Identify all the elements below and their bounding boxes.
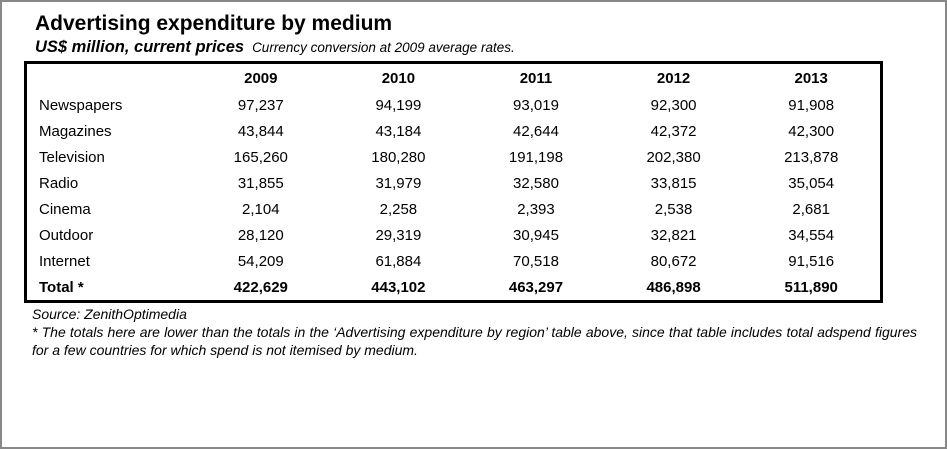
value-cell: 91,908 (788, 96, 835, 114)
total-value-cell: 486,898 (646, 278, 701, 296)
total-value-cell: 422,629 (233, 278, 288, 296)
table-row: Outdoor 28,120 29,319 30,945 32,821 34,5… (27, 222, 880, 248)
year-header: 2013 (794, 69, 828, 87)
value-cell: 92,300 (650, 96, 697, 114)
source-line: Source: ZenithOptimedia (32, 306, 187, 322)
table-row: Television 165,260 180,280 191,198 202,3… (27, 144, 880, 170)
medium-label: Outdoor (39, 226, 94, 244)
value-cell: 33,815 (650, 174, 697, 192)
value-cell: 32,580 (513, 174, 559, 192)
value-cell: 2,104 (242, 200, 280, 218)
value-cell: 97,237 (237, 96, 284, 114)
page-title: Advertising expenditure by medium (35, 12, 393, 35)
value-cell: 43,184 (375, 122, 422, 140)
value-cell: 70,518 (513, 252, 559, 270)
value-cell: 202,380 (646, 148, 701, 166)
value-cell: 80,672 (650, 252, 697, 270)
year-header: 2009 (244, 69, 278, 87)
value-cell: 165,260 (233, 148, 288, 166)
expenditure-table-border: 2009 2010 2011 2012 2013 Newspapers 97,2… (24, 61, 883, 303)
table-row: Internet 54,209 61,884 70,518 80,672 91,… (27, 248, 880, 274)
total-value-cell: 463,297 (508, 278, 564, 296)
year-header-row: 2009 2010 2011 2012 2013 (27, 64, 880, 92)
medium-label: Internet (39, 252, 90, 270)
footnote-text: * The totals here are lower than the tot… (32, 324, 917, 358)
subtitle-line: US$ million, current prices Currency con… (35, 38, 945, 57)
value-cell: 31,979 (375, 174, 422, 192)
value-cell: 35,054 (788, 174, 835, 192)
total-value-cell: 443,102 (371, 278, 426, 296)
year-header: 2012 (656, 69, 691, 87)
value-cell: 91,516 (788, 252, 835, 270)
medium-label: Cinema (39, 200, 91, 218)
year-header: 2011 (519, 69, 553, 87)
units-subtitle: US$ million, current prices (35, 38, 245, 56)
table-row: Magazines 43,844 43,184 42,644 42,372 42… (27, 118, 880, 144)
value-cell: 28,120 (237, 226, 284, 244)
value-cell: 34,554 (788, 226, 835, 244)
value-cell: 42,644 (513, 122, 559, 140)
value-cell: 191,198 (508, 148, 564, 166)
value-cell: 42,372 (650, 122, 697, 140)
value-cell: 2,538 (654, 200, 693, 218)
medium-label: Magazines (39, 122, 112, 140)
medium-label: Radio (39, 174, 79, 192)
value-cell: 32,821 (650, 226, 697, 244)
value-cell: 2,393 (517, 200, 555, 218)
total-value-cell: 511,890 (784, 278, 838, 296)
value-cell: 180,280 (371, 148, 426, 166)
value-cell: 94,199 (375, 96, 422, 114)
currency-note: Currency conversion at 2009 average rate… (252, 40, 515, 55)
value-cell: 31,855 (237, 174, 284, 192)
value-cell: 43,844 (237, 122, 284, 140)
table-row: Cinema 2,104 2,258 2,393 2,538 2,681 (27, 196, 880, 222)
value-cell: 93,019 (513, 96, 559, 114)
value-cell: 29,319 (375, 226, 422, 244)
year-header: 2010 (381, 69, 416, 87)
total-label: Total * (39, 278, 84, 296)
expenditure-table: 2009 2010 2011 2012 2013 Newspapers 97,2… (27, 64, 880, 300)
value-cell: 213,878 (784, 148, 839, 166)
value-cell: 61,884 (375, 252, 422, 270)
value-cell: 30,945 (513, 226, 559, 244)
medium-label: Television (39, 148, 105, 166)
corner-cell (27, 64, 192, 92)
value-cell: 54,209 (237, 252, 284, 270)
total-row: Total * 422,629 443,102 463,297 486,898 … (27, 274, 880, 300)
value-cell: 2,258 (379, 200, 418, 218)
value-cell: 2,681 (792, 200, 830, 218)
medium-label: Newspapers (39, 96, 123, 114)
value-cell: 42,300 (788, 122, 835, 140)
table-row: Radio 31,855 31,979 32,580 33,815 35,054 (27, 170, 880, 196)
table-row: Newspapers 97,237 94,199 93,019 92,300 9… (27, 92, 880, 118)
